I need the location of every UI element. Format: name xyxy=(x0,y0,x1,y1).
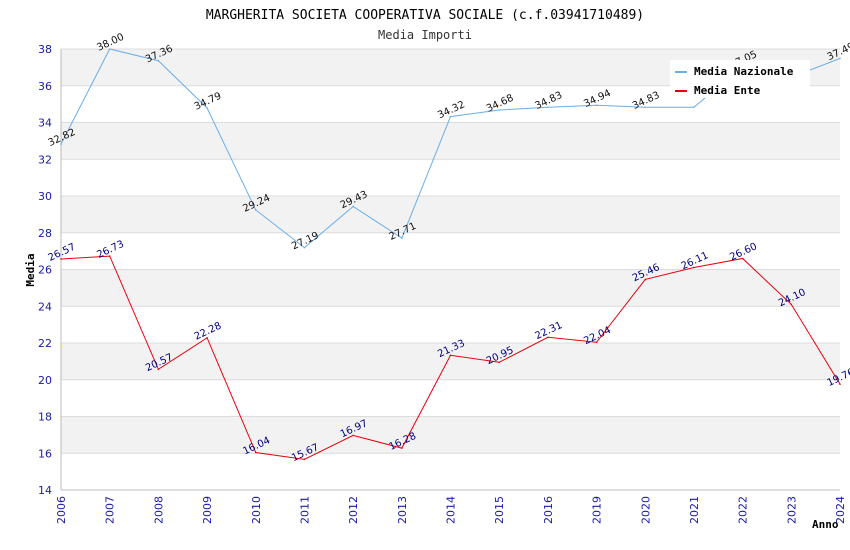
data-point xyxy=(60,143,62,145)
data-point xyxy=(352,434,354,437)
data-point xyxy=(839,57,841,60)
data-point xyxy=(449,115,452,118)
chart-subtitle: Media Importi xyxy=(378,28,472,42)
x-tick-label: 2022 xyxy=(737,496,750,524)
data-point xyxy=(303,458,306,461)
data-point xyxy=(498,361,500,364)
data-point xyxy=(790,303,793,306)
x-tick-label: 2012 xyxy=(347,496,360,524)
grid-band xyxy=(61,122,840,160)
y-tick-label: 14 xyxy=(38,484,52,497)
y-tick-label: 28 xyxy=(38,227,52,240)
x-axis-title: Anno xyxy=(812,518,839,531)
grid-band xyxy=(61,269,840,307)
x-tick-label: 2008 xyxy=(152,496,165,524)
data-point xyxy=(108,48,111,50)
data-point xyxy=(595,104,598,107)
x-tick-label: 2006 xyxy=(55,496,68,524)
y-tick-label: 34 xyxy=(38,117,52,130)
x-tick-label: 2020 xyxy=(639,496,652,524)
x-tick-label: 2024 xyxy=(834,496,847,524)
data-point xyxy=(157,368,160,371)
chart-title: MARGHERITA SOCIETA COOPERATIVA SOCIALE (… xyxy=(206,8,644,23)
x-tick-label: 2019 xyxy=(591,496,604,524)
legend-box xyxy=(670,60,810,98)
data-point xyxy=(595,341,598,344)
grid-band xyxy=(61,196,840,233)
data-point xyxy=(547,106,549,109)
y-tick-label: 32 xyxy=(38,153,52,166)
grid-band xyxy=(61,343,840,380)
y-tick-label: 20 xyxy=(38,374,52,387)
data-point xyxy=(644,278,647,281)
data-point xyxy=(644,106,647,109)
y-tick-label: 30 xyxy=(38,190,52,203)
x-tick-label: 2010 xyxy=(250,496,263,524)
legend-label-media-ente: Media Ente xyxy=(694,84,761,97)
data-point xyxy=(60,258,62,260)
data-point xyxy=(741,257,744,260)
x-tick-label: 2015 xyxy=(493,496,506,524)
data-point xyxy=(206,107,208,109)
y-tick-label: 36 xyxy=(38,80,52,93)
data-point xyxy=(157,59,160,62)
data-point xyxy=(108,255,111,257)
x-tick-label: 2013 xyxy=(396,496,409,524)
data-point xyxy=(839,383,841,385)
x-axis-ticks: 2006 2007 2008 2009 2010 2011 2012 2013 2014 2015… xyxy=(55,496,847,524)
y-tick-label: 38 xyxy=(38,43,52,56)
x-tick-label: 2014 xyxy=(445,496,458,524)
grid-lines xyxy=(60,48,840,491)
y-tick-label: 16 xyxy=(38,447,52,460)
y-tick-label: 22 xyxy=(38,337,52,350)
y-axis-title: Media xyxy=(24,253,37,286)
x-tick-label: 2011 xyxy=(298,496,311,524)
data-point xyxy=(401,447,403,449)
grid-band xyxy=(61,416,840,454)
data-point xyxy=(498,109,500,111)
data-point xyxy=(401,237,403,239)
data-point xyxy=(693,266,695,269)
y-tick-label: 24 xyxy=(38,300,52,313)
data-point xyxy=(449,354,452,357)
x-tick-label: 2021 xyxy=(688,496,701,524)
x-tick-label: 2007 xyxy=(104,496,117,524)
data-point xyxy=(254,209,257,211)
x-tick-label: 2009 xyxy=(201,496,214,524)
data-point xyxy=(547,336,549,339)
data-point xyxy=(206,337,208,339)
data-point xyxy=(352,205,354,208)
legend: Media Nazionale Media Ente xyxy=(670,60,810,98)
x-tick-label: 2016 xyxy=(542,496,555,524)
data-point xyxy=(303,246,306,249)
x-tick-label: 2023 xyxy=(785,496,798,524)
y-axis-ticks: 14 16 18 20 22 24 26 28 30 32 34 36 38 xyxy=(38,43,52,497)
legend-label-media-nazionale: Media Nazionale xyxy=(694,65,794,78)
data-point xyxy=(254,451,257,454)
y-tick-label: 26 xyxy=(38,264,52,277)
data-point xyxy=(693,106,695,109)
y-tick-label: 18 xyxy=(38,411,52,424)
